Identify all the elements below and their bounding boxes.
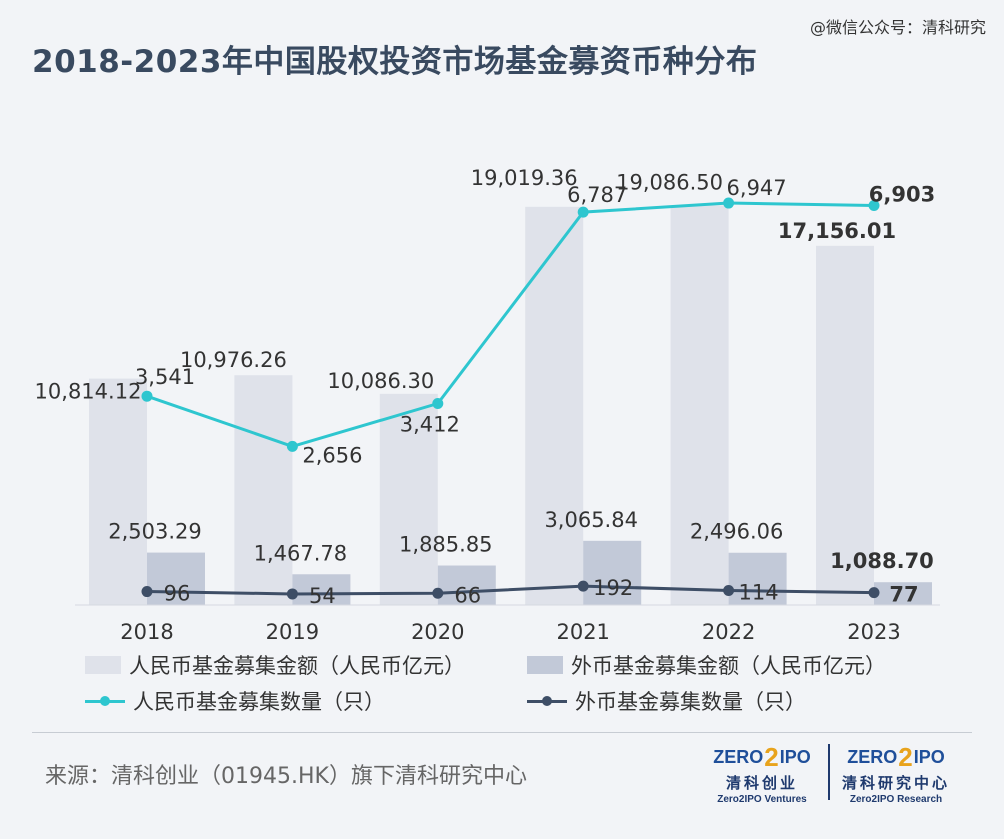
data-label-foreign-count: 66 [454, 583, 481, 607]
bar-rmb-amount [816, 245, 874, 605]
x-tick-label: 2018 [120, 620, 173, 644]
x-tick-label: 2021 [556, 620, 609, 644]
data-label-foreign-amount: 2,496.06 [690, 520, 784, 544]
data-label-rmb-count: 3,412 [400, 413, 460, 437]
legend-label-rmb-amount: 人民币基金募集金额（人民币亿元） [129, 654, 465, 678]
series-rmb-count-line [146, 201, 875, 448]
legend: 人民币基金募集金额（人民币亿元） 外币基金募集金额（人民币亿元） 人民币基金募集… [85, 650, 965, 720]
data-label-foreign-count: 192 [593, 576, 633, 600]
legend-label-foreign-amount: 外币基金募集金额（人民币亿元） [571, 654, 886, 678]
bar-foreign-amount [728, 552, 787, 605]
bar-foreign-amount [874, 582, 932, 605]
series-foreign-count-point [141, 586, 153, 598]
series-foreign-count-point [577, 580, 589, 592]
series-rmb-count-point [723, 197, 735, 209]
data-label-foreign-amount: 3,065.84 [544, 508, 638, 532]
bar-rmb-amount [234, 375, 293, 605]
legend-swatch-rmb-count [85, 691, 125, 711]
series-foreign-count-line [146, 584, 875, 596]
bar-foreign-amount [437, 565, 496, 605]
data-label-rmb-amount: 10,976.26 [180, 348, 287, 372]
data-label-foreign-amount: 1,088.70 [830, 549, 934, 573]
data-label-rmb-amount: 19,086.50 [616, 170, 723, 194]
data-label-rmb-count: 6,903 [869, 183, 935, 207]
series-rmb-count-point [432, 398, 444, 410]
data-label-foreign-count: 114 [739, 581, 779, 605]
legend-swatch-foreign-amount [527, 656, 563, 674]
data-label-foreign-amount: 2,503.29 [108, 520, 202, 544]
legend-item-foreign-count: 外币基金募集数量（只） [527, 686, 806, 716]
data-label-rmb-amount: 17,156.01 [778, 219, 896, 243]
legend-swatch-foreign-count [527, 691, 567, 711]
series-rmb-count-point [141, 390, 153, 402]
chart-area: 10,814.12 2,503.29 10,976.26 1,467.78 10,086… [35, 166, 940, 644]
source-note: 来源：清科创业（01945.HK）旗下清科研究中心 [45, 764, 527, 789]
zero2ipo-research-logo: ZERO 2 IPO 清科研究中心 Zero2IPO Research [841, 741, 950, 806]
logo-separator [828, 744, 830, 800]
watermark: @微信公众号：清科研究 [809, 18, 986, 37]
bar-foreign-amount [583, 540, 642, 605]
legend-item-rmb-count: 人民币基金募集数量（只） [85, 686, 385, 716]
series-rmb-count-point [868, 200, 880, 212]
series-foreign-count-point [432, 587, 444, 599]
x-tick-label: 2023 [847, 620, 900, 644]
x-tick-label: 2019 [266, 620, 319, 644]
data-label-rmb-count: 2,656 [302, 443, 362, 467]
footer-divider [32, 732, 972, 733]
legend-label-rmb-count: 人民币基金募集数量（只） [133, 690, 385, 714]
x-tick-label: 2020 [411, 620, 464, 644]
zero2ipo-ventures-logo: ZERO 2 IPO 清科创业 Zero2IPO Ventures [713, 741, 811, 806]
bar-rmb-amount [670, 205, 729, 605]
legend-label-foreign-count: 外币基金募集数量（只） [575, 690, 806, 714]
legend-item-foreign-amount: 外币基金募集金额（人民币亿元） [527, 650, 886, 680]
x-tick-label: 2022 [702, 620, 755, 644]
data-label-rmb-amount: 10,814.12 [35, 380, 142, 404]
data-label-rmb-count: 6,947 [727, 176, 787, 200]
data-label-foreign-count: 54 [309, 584, 336, 608]
data-label-rmb-count: 3,541 [135, 365, 195, 389]
series-foreign-count-point [868, 587, 880, 599]
series-rmb-count-point [577, 206, 589, 218]
series-rmb-count-point [286, 440, 298, 452]
legend-item-rmb-amount: 人民币基金募集金额（人民币亿元） [85, 650, 465, 680]
data-label-foreign-count: 77 [889, 583, 918, 607]
data-label-foreign-count: 96 [164, 582, 191, 606]
bar-foreign-amount [292, 574, 351, 605]
data-label-foreign-amount: 1,467.78 [254, 541, 348, 565]
bar-rmb-amount [379, 393, 438, 605]
data-label-foreign-amount: 1,885.85 [399, 533, 493, 557]
data-label-rmb-count: 6,787 [567, 183, 627, 207]
bar-foreign-amount [147, 552, 205, 605]
data-label-rmb-amount: 10,086.30 [327, 369, 434, 393]
bar-rmb-amount [89, 378, 147, 605]
series-foreign-count-point [286, 588, 298, 600]
legend-swatch-rmb-amount [85, 656, 121, 674]
data-label-rmb-amount: 19,019.36 [471, 166, 578, 190]
bar-rmb-amount [525, 206, 584, 605]
chart-title: 2018-2023年中国股权投资市场基金募资币种分布 [32, 44, 758, 80]
series-foreign-count-point [723, 585, 735, 597]
